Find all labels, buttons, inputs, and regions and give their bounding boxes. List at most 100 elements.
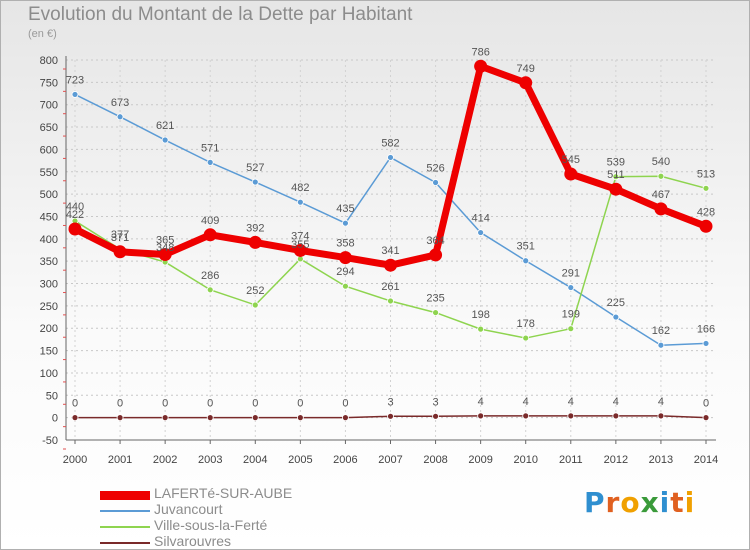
y-tick-label: 400 <box>40 234 58 246</box>
data-label: 286 <box>201 270 219 282</box>
data-point <box>432 309 439 316</box>
y-tick-label: 0 <box>52 413 58 425</box>
data-point <box>522 257 530 265</box>
data-point <box>342 414 349 422</box>
data-point <box>519 76 533 90</box>
data-point <box>113 245 127 259</box>
data-label: 0 <box>252 398 258 410</box>
legend-label: LAFERTé-SUR-AUBE <box>154 485 293 501</box>
data-point <box>71 414 79 422</box>
data-point <box>699 219 713 233</box>
data-label: 786 <box>471 46 489 58</box>
data-point <box>657 341 665 349</box>
legend-swatch <box>100 490 150 500</box>
data-label: 358 <box>336 238 354 250</box>
data-point <box>702 184 710 192</box>
data-label: 540 <box>652 156 670 168</box>
data-label: 467 <box>652 189 670 201</box>
data-point <box>161 414 169 422</box>
x-tick-label: 2008 <box>423 454 447 466</box>
data-point <box>477 229 485 236</box>
x-tick-label: 2005 <box>288 454 312 466</box>
data-point <box>567 284 575 291</box>
data-point <box>522 334 530 342</box>
y-tick-label: 700 <box>40 100 58 112</box>
data-label: 673 <box>111 97 129 109</box>
x-tick-label: 2001 <box>108 454 132 466</box>
proxiti-logo: Proxiti <box>584 486 695 519</box>
data-point <box>477 412 485 420</box>
x-tick-label: 2002 <box>153 454 177 466</box>
data-point <box>387 412 394 420</box>
data-label: 252 <box>246 285 264 297</box>
data-point <box>564 167 578 181</box>
logo-letter: i <box>684 486 696 519</box>
legend-swatch <box>100 542 150 544</box>
data-point <box>612 313 620 321</box>
data-label: 261 <box>381 281 399 293</box>
data-label: 4 <box>478 396 484 408</box>
data-label: 365 <box>156 234 174 246</box>
x-tick-label: 2000 <box>63 454 87 466</box>
y-tick-label: 350 <box>40 256 58 268</box>
data-point <box>342 219 349 227</box>
data-point <box>342 282 349 290</box>
y-tick-label: 650 <box>40 122 58 134</box>
y-tick-label: 600 <box>40 144 58 156</box>
data-label: 539 <box>607 157 625 169</box>
x-tick-label: 2003 <box>198 454 222 466</box>
data-point <box>702 340 710 347</box>
y-tick-label: 50 <box>46 390 58 402</box>
data-label: 198 <box>471 309 489 321</box>
data-point <box>161 136 169 144</box>
x-tick-label: 2009 <box>468 454 492 466</box>
data-point <box>68 222 82 236</box>
y-tick-label: 250 <box>40 301 58 313</box>
data-label: 364 <box>426 235 444 247</box>
x-tick-label: 2011 <box>559 454 583 466</box>
legend-label: Ville-sous-la-Ferté <box>154 517 268 533</box>
data-point <box>296 198 304 206</box>
data-label: 0 <box>162 398 168 410</box>
data-point <box>429 248 443 262</box>
data-point <box>206 158 214 166</box>
data-labels: 723 673 621 571 527 482 435 582 526 414 351 291 225 1… <box>66 46 715 409</box>
chart-unit-label: (en €) <box>28 28 57 40</box>
y-tick-label: -50 <box>42 435 58 447</box>
data-label: 166 <box>697 323 715 335</box>
data-label: 4 <box>658 396 664 408</box>
data-label: 513 <box>697 168 715 180</box>
data-label: 482 <box>291 182 309 194</box>
axes: -500501001502002503003504004505005506006… <box>40 55 719 466</box>
data-label: 527 <box>246 162 264 174</box>
logo-letter: i <box>659 486 671 519</box>
data-label: 4 <box>523 396 529 408</box>
data-label: 178 <box>517 318 535 330</box>
data-label: 294 <box>336 266 354 278</box>
data-label: 440 <box>66 201 84 213</box>
data-label: 621 <box>156 120 174 132</box>
data-point <box>158 247 172 261</box>
logo-letter: t <box>670 486 685 519</box>
y-tick-label: 750 <box>40 77 58 89</box>
data-label: 0 <box>342 398 348 410</box>
data-point <box>296 414 304 422</box>
data-point <box>567 412 575 420</box>
chart-title: Evolution du Montant de la Dette par Hab… <box>28 4 413 25</box>
data-label: 545 <box>562 154 580 166</box>
data-label: 571 <box>201 142 219 154</box>
data-label: 225 <box>607 297 625 309</box>
data-point <box>206 286 214 294</box>
data-label: 162 <box>652 325 670 337</box>
series-lines <box>68 59 713 422</box>
data-point <box>116 113 124 121</box>
data-label: 377 <box>111 229 129 241</box>
data-label: 526 <box>426 162 444 174</box>
data-label: 435 <box>336 203 354 215</box>
data-point <box>474 59 488 73</box>
data-point <box>387 154 394 161</box>
data-point <box>248 235 262 249</box>
y-tick-label: 800 <box>40 55 58 67</box>
